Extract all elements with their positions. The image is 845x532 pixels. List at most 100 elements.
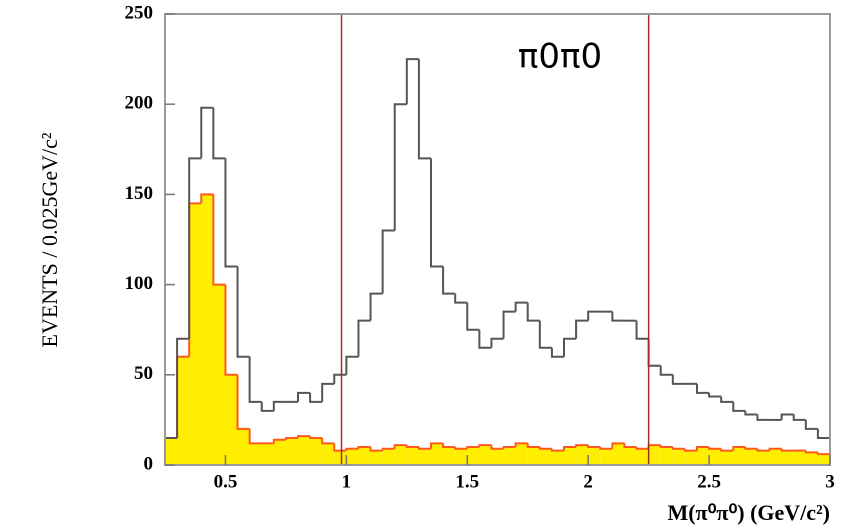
bar (285, 437, 298, 465)
histogram-step (720, 396, 734, 403)
histogram-step (297, 435, 311, 438)
histogram-step (756, 448, 770, 452)
histogram-step (224, 284, 238, 376)
histogram-step (563, 337, 577, 357)
bar (672, 448, 685, 465)
histogram-step (780, 413, 794, 420)
histogram-step (309, 436, 323, 439)
bar (467, 446, 480, 465)
bar (733, 446, 746, 465)
histogram-step (538, 446, 552, 450)
bar (382, 448, 395, 465)
bar (165, 437, 178, 465)
x-tick-label: 0.5 (214, 471, 238, 492)
histogram-step (744, 446, 758, 450)
bar (189, 203, 202, 466)
histogram-step (417, 59, 431, 160)
bar (769, 448, 782, 465)
histogram-step (563, 445, 577, 451)
y-tick-label: 200 (125, 93, 154, 114)
histogram-step (466, 445, 480, 449)
bar (249, 443, 262, 465)
histogram-step (696, 383, 710, 394)
plot-frame (164, 13, 831, 466)
bar (527, 446, 540, 465)
histogram-step (212, 194, 226, 286)
histogram-step (417, 446, 431, 450)
histogram-step (345, 447, 359, 451)
histogram-step (575, 319, 589, 339)
histogram-step (248, 428, 262, 445)
y-tick-label: 150 (125, 183, 154, 204)
bar (624, 446, 637, 465)
histogram-step (659, 365, 673, 376)
histogram-step (345, 355, 359, 375)
histogram-step (550, 347, 564, 358)
histogram-step (502, 310, 516, 339)
bar (370, 450, 383, 465)
histogram-step (611, 442, 625, 449)
bar (721, 450, 734, 465)
histogram-step (466, 302, 480, 331)
histogram-step (514, 301, 528, 312)
x-tick-label: 2.5 (697, 471, 721, 492)
y-tick-label: 250 (125, 2, 154, 23)
histogram-step (381, 229, 395, 294)
bar (310, 437, 323, 465)
histogram-step (587, 445, 601, 448)
histogram-step (671, 446, 685, 450)
histogram-step (248, 356, 262, 403)
histogram-step (212, 107, 226, 160)
histogram-step (816, 452, 830, 456)
histogram-step (720, 448, 734, 452)
bar (709, 448, 722, 465)
histogram-step (490, 337, 504, 348)
bar (491, 448, 504, 465)
histogram-step (635, 320, 649, 340)
bar (479, 445, 492, 465)
histogram-step (224, 158, 238, 268)
histogram-step (454, 293, 468, 304)
histogram-step (599, 446, 613, 450)
bar (793, 450, 806, 465)
histogram-step (442, 443, 456, 448)
histogram-step (623, 443, 637, 448)
histogram-step (502, 445, 516, 449)
histogram-step (490, 445, 504, 450)
histogram-step (768, 447, 782, 451)
bar (551, 450, 564, 465)
histogram-step (333, 373, 347, 384)
histogram-step (550, 448, 564, 452)
bar (322, 443, 335, 465)
histogram-step (430, 442, 444, 449)
histogram-step (357, 319, 371, 357)
bar (781, 450, 794, 465)
histogram-step (309, 392, 323, 403)
y-tick-label: 0 (144, 453, 154, 474)
histogram-step (635, 446, 649, 450)
histogram-step (780, 448, 794, 452)
histogram-step (696, 445, 710, 451)
bar (588, 446, 601, 465)
histogram-step (587, 310, 601, 321)
y-axis-label: EVENTS / 0.025GeV/c² (37, 132, 62, 347)
bar (503, 446, 516, 465)
bar (334, 450, 347, 465)
histogram-step (393, 103, 407, 231)
bar (697, 446, 710, 465)
bar (431, 443, 444, 465)
bar (455, 448, 468, 465)
histogram-step (236, 374, 250, 430)
histogram-step (405, 58, 419, 105)
y-tick-label: 100 (125, 273, 154, 294)
histogram-step (381, 447, 395, 451)
bar (648, 445, 661, 465)
histogram-step (176, 337, 190, 438)
bar (346, 448, 359, 465)
bar (177, 356, 190, 465)
annotation: π0π0 (518, 37, 602, 77)
histogram-step (200, 106, 214, 159)
histogram-step (804, 450, 818, 454)
histogram-step (430, 158, 444, 268)
histogram-step (442, 266, 456, 295)
